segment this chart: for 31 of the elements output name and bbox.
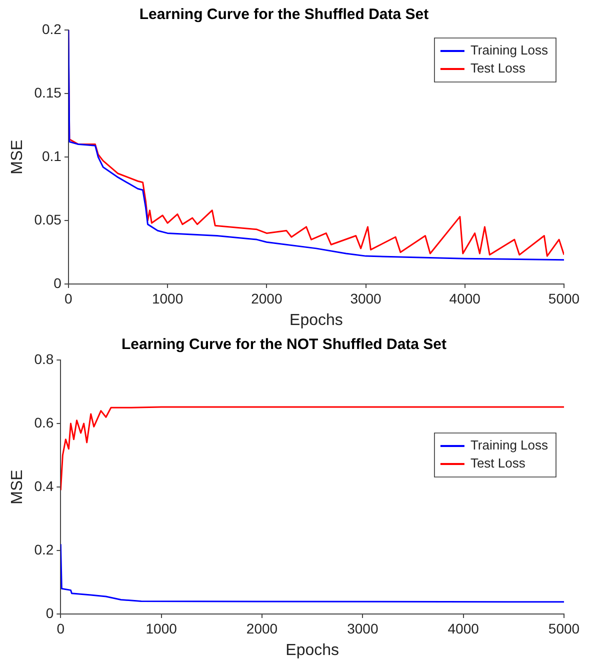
y-tick-label: 0.6 [34, 414, 54, 430]
x-tick-label: 3000 [347, 620, 378, 636]
legend-label: Training Loss [470, 42, 548, 58]
x-axis-title: Epochs [286, 642, 340, 659]
legend-label: Training Loss [470, 438, 548, 453]
y-tick-label: 0.2 [42, 20, 62, 37]
y-tick-label: 0 [54, 274, 62, 291]
chart-title: Learning Curve for the NOT Shuffled Data Set [121, 336, 447, 354]
x-tick-label: 5000 [548, 290, 580, 306]
x-tick-label: 0 [64, 290, 73, 306]
legend-label: Test Loss [470, 60, 526, 76]
x-tick-label: 1000 [146, 620, 178, 636]
x-tick-label: 4000 [448, 620, 480, 636]
y-tick-label: 0.1 [42, 148, 62, 164]
x-tick-label: 2000 [251, 290, 282, 306]
y-tick-label: 0 [46, 604, 54, 621]
chart-title: Learning Curve for the Shuffled Data Set [139, 6, 429, 24]
y-tick-label: 0.15 [34, 84, 62, 100]
x-tick-label: 1000 [152, 290, 184, 306]
y-tick-label: 0.8 [34, 350, 54, 367]
x-tick-label: 4000 [449, 290, 481, 306]
y-tick-label: 0.2 [34, 541, 54, 558]
y-axis-title: MSE [9, 470, 26, 504]
y-tick-label: 0.4 [34, 478, 54, 494]
y-tick-label: 0.05 [34, 211, 62, 228]
x-axis-title: Epochs [290, 312, 343, 329]
x-tick-label: 3000 [350, 290, 382, 306]
x-tick-label: 2000 [246, 620, 278, 636]
y-axis-title: MSE [9, 140, 26, 174]
legend-label: Test Loss [470, 456, 526, 471]
x-tick-label: 5000 [548, 620, 580, 636]
